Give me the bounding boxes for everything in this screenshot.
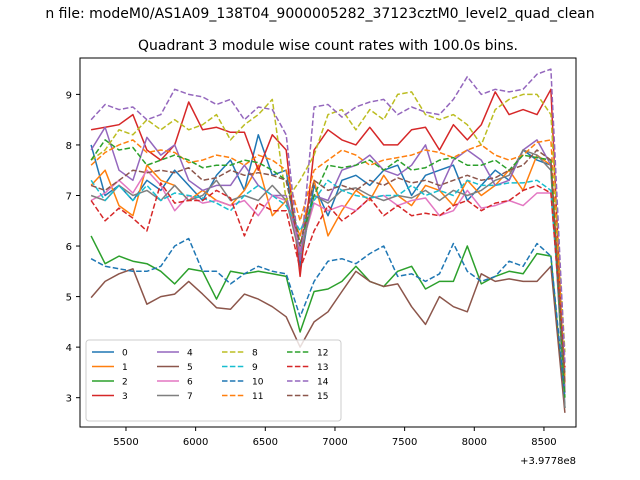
legend-label-12: 12 <box>317 349 328 359</box>
legend-label-6: 6 <box>187 378 193 388</box>
x-offset-label: +3.9778e8 <box>520 456 576 467</box>
legend-label-14: 14 <box>317 378 329 388</box>
series-line-11 <box>90 139 566 378</box>
figure-suptitle: n file: modeM0/AS1A09_138T04_9000005282_… <box>45 6 594 22</box>
x-tick-label: 7500 <box>392 437 417 448</box>
y-tick-label: 3 <box>66 394 72 405</box>
y-tick-label: 4 <box>66 343 72 354</box>
legend-label-7: 7 <box>187 392 193 402</box>
series-line-15 <box>90 149 566 383</box>
series-line-13 <box>90 182 566 368</box>
x-tick-label: 6500 <box>253 437 278 448</box>
legend-label-9: 9 <box>252 363 258 373</box>
series-line-12 <box>90 139 566 398</box>
legend-label-4: 4 <box>187 349 193 359</box>
series-line-6 <box>90 169 566 373</box>
y-tick-label: 8 <box>66 141 72 152</box>
x-tick-label: 8500 <box>531 437 556 448</box>
axis-ticks: 5500 6000 6500 7000 7500 8000 8500 3 4 5 6 7 8 9 <box>66 90 557 448</box>
legend-label-13: 13 <box>317 363 328 373</box>
x-tick-label: 5500 <box>113 437 138 448</box>
series-line-14 <box>90 68 566 363</box>
series-lines <box>90 68 566 413</box>
legend-label-15: 15 <box>317 392 328 402</box>
series-line-9 <box>90 179 566 373</box>
legend-label-2: 2 <box>122 378 128 388</box>
legend-label-5: 5 <box>187 363 193 373</box>
legend-label-1: 1 <box>122 363 128 373</box>
y-tick-label: 6 <box>66 242 72 253</box>
x-tick-label: 6000 <box>183 437 208 448</box>
series-line-5 <box>90 265 566 413</box>
chart-title: Quadrant 3 module wise count rates with … <box>138 38 518 54</box>
x-tick-label: 8000 <box>462 437 487 448</box>
series-line-3 <box>90 88 566 393</box>
legend-label-0: 0 <box>122 349 128 359</box>
series-line-0 <box>90 134 566 408</box>
series-line-1 <box>90 154 566 383</box>
x-tick-label: 7000 <box>322 437 347 448</box>
series-line-2 <box>90 235 566 408</box>
series-line-7 <box>90 149 566 408</box>
legend-label-8: 8 <box>252 349 258 359</box>
legend-label-11: 11 <box>252 392 263 402</box>
y-tick-label: 7 <box>66 191 72 202</box>
legend-label-10: 10 <box>252 378 264 388</box>
axes-frame <box>79 57 577 428</box>
y-tick-label: 9 <box>66 90 72 101</box>
series-line-4 <box>90 126 566 393</box>
series-line-8 <box>90 91 566 353</box>
legend-box <box>85 339 342 422</box>
series-line-10 <box>90 237 566 398</box>
y-tick-label: 5 <box>66 293 72 304</box>
legend-label-3: 3 <box>122 392 128 402</box>
